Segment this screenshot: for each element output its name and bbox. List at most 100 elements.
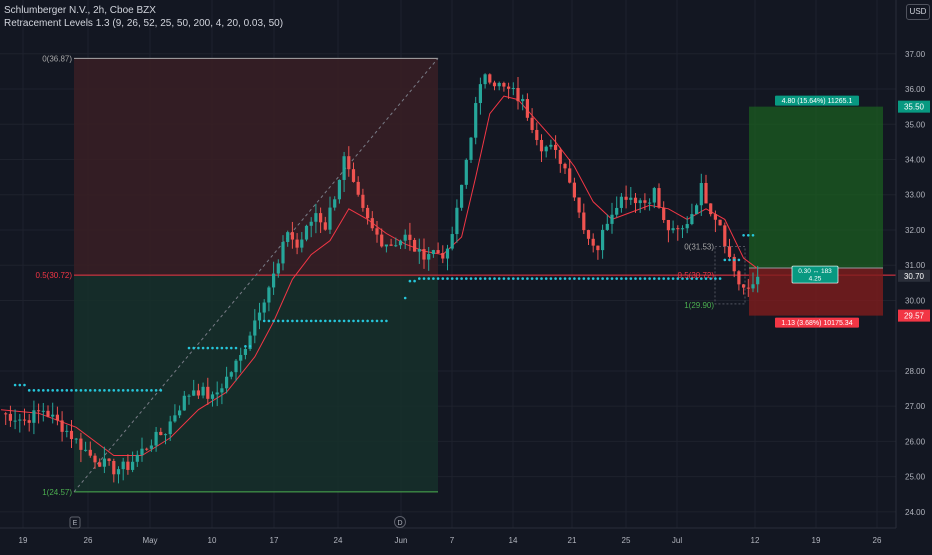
time-axis-background (0, 528, 932, 550)
candle-body (657, 188, 661, 208)
candle-body (304, 225, 309, 240)
candle-body (577, 197, 581, 213)
event-marker[interactable]: D (394, 516, 406, 528)
candle-body (732, 256, 736, 272)
sar-dot (582, 277, 586, 280)
candle-body (248, 335, 252, 349)
long-position-tool[interactable] (749, 106, 883, 316)
sar-dot (544, 277, 548, 280)
last-price-badge (898, 269, 930, 282)
candle-body (93, 455, 97, 463)
sar-dot (742, 233, 745, 237)
candle-body (55, 414, 59, 421)
fib-level-1-label: 1(24.57) (42, 488, 72, 497)
sar-dot (187, 346, 191, 350)
sar-dot (140, 389, 144, 392)
candle-body (187, 395, 191, 397)
sar-dot (314, 319, 318, 323)
currency-button[interactable]: USD (906, 4, 930, 20)
sar-dot (361, 319, 365, 323)
candle-body (751, 284, 755, 289)
sar-dot (667, 277, 670, 280)
sar-dot (620, 277, 623, 280)
candle-body (704, 182, 708, 204)
candle-body (549, 144, 553, 147)
sar-dot (295, 319, 299, 323)
fib-level-0-label: 0(36.87) (42, 54, 72, 63)
candle-body (464, 159, 468, 185)
candle-body (436, 250, 440, 254)
sar-dot (37, 389, 40, 392)
sar-dot (328, 319, 332, 323)
candle-body (431, 250, 435, 255)
sar-dot (469, 277, 473, 280)
candle-body (615, 207, 619, 215)
candle-body (168, 421, 172, 435)
sar-dot (46, 389, 50, 392)
sar-dot (662, 277, 665, 280)
sar-dot (192, 346, 195, 350)
candle-body (554, 144, 558, 150)
event-marker-label: E (73, 520, 78, 527)
sar-dot (648, 277, 651, 280)
sar-dot (535, 277, 539, 280)
time-tick: May (142, 536, 157, 545)
candle-body (22, 419, 27, 421)
sar-dot (427, 277, 431, 280)
candle-body (521, 99, 525, 102)
sar-dot (681, 277, 684, 280)
price-tick: 28.00 (905, 367, 926, 376)
candle-body (671, 228, 675, 231)
candle-body (229, 372, 233, 377)
sar-dot (643, 277, 647, 280)
candle-body (163, 434, 168, 436)
sar-dot (338, 319, 341, 323)
sar-dot (244, 344, 247, 348)
sar-dot (676, 277, 680, 280)
chart-legend[interactable]: Schlumberger N.V., 2h, Cboe BZX Retracem… (4, 4, 283, 30)
candle-body (84, 449, 88, 451)
time-tick: 14 (509, 536, 518, 545)
price-axis[interactable]: 24.00 25.00 26.00 27.00 28.00 30.00 31.00 32.00… (895, 0, 932, 528)
candle-body (389, 244, 393, 246)
sar-dot (526, 277, 529, 280)
fib-small-level-05-label: 0.5(30.72) (678, 271, 715, 280)
price-tick: 37.00 (905, 50, 926, 59)
candle-body (131, 461, 135, 470)
fib-retracement-small[interactable]: 0(31.53) 0.5(30.72) 1(29.90) (678, 243, 746, 310)
sar-dot (728, 258, 731, 262)
candle-body (605, 223, 609, 230)
candle-body (46, 410, 50, 417)
indicator-title[interactable]: Retracement Levels 1.3 (9, 26, 52, 25, 5… (4, 18, 284, 29)
candle-body (116, 469, 121, 475)
candle-body (295, 239, 299, 248)
price-tick: 33.00 (905, 191, 926, 200)
candle-body (422, 249, 426, 260)
candle-body (215, 392, 219, 395)
candle-body (272, 273, 276, 288)
position-badges: 4.80 (15.64%) 11265.1 1.13 (3.68%) 10175… (775, 95, 859, 328)
sar-dot (107, 389, 111, 392)
event-marker[interactable]: E (69, 516, 81, 529)
stop-badge-bg (775, 317, 859, 328)
sar-dot (559, 277, 562, 280)
earnings-icon (69, 516, 81, 529)
candle-body (126, 461, 130, 470)
candle-body (737, 271, 741, 285)
symbol-title[interactable]: Schlumberger N.V., 2h, Cboe BZX (4, 5, 156, 16)
time-axis[interactable]: 19 26 May 10 17 24 Jun 7 14 21 25 Jul 12 19 26 (0, 527, 932, 550)
sar-dot (540, 277, 543, 280)
sar-dot (591, 277, 595, 280)
candle-body (662, 207, 666, 220)
candle-body (417, 249, 421, 252)
target-badge-text: 4.80 (15.64%) 11265.1 (782, 98, 853, 105)
position-target-zone[interactable] (749, 106, 883, 269)
candle-body (32, 410, 36, 423)
sar-dot (27, 389, 31, 392)
sar-dot (685, 277, 689, 280)
candle-body (281, 241, 285, 264)
sar-dot (131, 389, 134, 392)
